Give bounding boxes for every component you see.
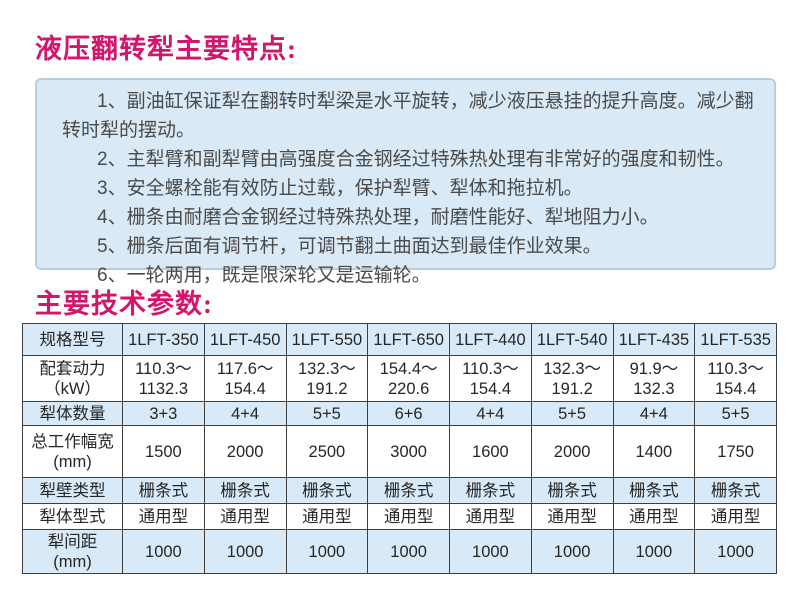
spec-value-cell: 1500 (122, 425, 205, 478)
spec-value-cell: 117.6～ 154.4 (203, 355, 287, 402)
table-row: 配套动力 （kW） 110.3～ 1132.3 117.6～ 154.4 132.3～… (22, 355, 777, 402)
spec-value-cell: 1LFT-350 (122, 323, 205, 356)
spec-value-cell: 通用型 (612, 503, 696, 530)
spec-value-cell: 132.3～ 191.2 (285, 355, 369, 402)
spec-value-cell: 1LFT-535 (694, 323, 777, 356)
spec-value-cell: 1LFT-540 (530, 323, 614, 356)
spec-value-cell: 91.9～ 132.3 (612, 355, 696, 402)
spec-value-cell: 1000 (694, 529, 777, 574)
spec-value-cell: 5+5 (530, 401, 614, 426)
spec-value-cell: 1LFT-435 (612, 323, 696, 356)
features-title: 液压翻转犁主要特点: (35, 34, 297, 64)
spec-value-cell: 通用型 (367, 503, 450, 530)
spec-value-cell: 1750 (694, 425, 777, 478)
spec-label-cell: 犁体数量 (22, 401, 123, 426)
spec-value-cell: 1000 (122, 529, 205, 574)
spec-value-cell: 110.3～ 1132.3 (122, 355, 205, 402)
spec-value-cell: 1400 (612, 425, 696, 478)
params-title: 主要技术参数: (35, 289, 213, 319)
spec-value-cell: 通用型 (203, 503, 287, 530)
table-row: 犁间距 (mm) 1000 1000 1000 1000 1000 1000 1000 1000 (22, 529, 777, 574)
spec-value-cell: 2000 (530, 425, 614, 478)
spec-value-cell: 1000 (367, 529, 450, 574)
spec-value-cell: 5+5 (694, 401, 777, 426)
table-row: 规格型号 1LFT-350 1LFT-450 1LFT-550 1LFT-650 1LFT… (22, 323, 777, 356)
spec-value-cell: 154.4～ 220.6 (367, 355, 450, 402)
spec-value-cell: 4+4 (449, 401, 532, 426)
spec-value-cell: 1000 (285, 529, 369, 574)
spec-value-cell: 栅条式 (449, 477, 532, 504)
spec-value-cell: 栅条式 (122, 477, 205, 504)
spec-label-cell: 规格型号 (22, 323, 123, 356)
spec-value-cell: 通用型 (530, 503, 614, 530)
spec-value-cell: 4+4 (203, 401, 287, 426)
spec-value-cell: 1000 (530, 529, 614, 574)
spec-value-cell: 4+4 (612, 401, 696, 426)
spec-value-cell: 通用型 (449, 503, 532, 530)
feature-item: 1、副油缸保证犁在翻转时犁梁是水平旋转，减少液压悬挂的提升高度。减少翻转时犁的摆… (62, 91, 754, 141)
table-row: 犁体型式 通用型 通用型 通用型 通用型 通用型 通用型 通用型 通用型 (22, 503, 777, 530)
spec-value-cell: 栅条式 (285, 477, 369, 504)
spec-value-cell: 110.3～ 154.4 (449, 355, 532, 402)
spec-value-cell: 通用型 (694, 503, 777, 530)
spec-value-cell: 1000 (449, 529, 532, 574)
spec-label-cell: 犁体型式 (22, 503, 123, 530)
spec-value-cell: 1LFT-440 (449, 323, 532, 356)
spec-value-cell: 栅条式 (203, 477, 287, 504)
spec-value-cell: 2500 (285, 425, 369, 478)
spec-label-cell: 犁壁类型 (22, 477, 123, 504)
feature-item: 4、栅条由耐磨合金钢经过特殊热处理，耐磨性能好、犁地阻力小。 (97, 207, 659, 228)
feature-item: 3、安全螺栓能有效防止过载，保护犁臂、犁体和拖拉机。 (97, 178, 583, 199)
table-row: 犁体数量 3+3 4+4 5+5 6+6 4+4 5+5 4+4 5+5 (22, 401, 777, 426)
spec-value-cell: 栅条式 (530, 477, 614, 504)
spec-value-cell: 栅条式 (612, 477, 696, 504)
spec-value-cell: 2000 (203, 425, 287, 478)
spec-label-cell: 总工作幅宽(mm) (22, 425, 123, 478)
spec-table: 规格型号 1LFT-350 1LFT-450 1LFT-550 1LFT-650 1LFT… (22, 323, 777, 574)
spec-value-cell: 132.3～ 191.2 (530, 355, 614, 402)
spec-value-cell: 6+6 (367, 401, 450, 426)
spec-value-cell: 1LFT-550 (285, 323, 369, 356)
spec-value-cell: 栅条式 (367, 477, 450, 504)
spec-value-cell: 1LFT-650 (367, 323, 450, 356)
features-box: 1、副油缸保证犁在翻转时犁梁是水平旋转，减少液压悬挂的提升高度。减少翻转时犁的摆… (35, 78, 776, 286)
spec-value-cell: 3+3 (122, 401, 205, 426)
spec-value-cell: 5+5 (285, 401, 369, 426)
feature-item: 5、栅条后面有调节杆，可调节翻土曲面达到最佳作业效果。 (97, 236, 602, 257)
spec-value-cell: 3000 (367, 425, 450, 478)
spec-label-cell: 配套动力 （kW） (22, 355, 123, 402)
spec-value-cell: 1000 (203, 529, 287, 574)
table-row: 犁壁类型 栅条式 栅条式 栅条式 栅条式 栅条式 栅条式 栅条式 栅条式 (22, 477, 777, 504)
spec-value-cell: 1LFT-450 (203, 323, 287, 356)
spec-label-cell: 犁间距 (mm) (22, 529, 123, 574)
spec-value-cell: 1600 (449, 425, 532, 478)
spec-value-cell: 栅条式 (694, 477, 777, 504)
feature-item: 2、主犁臂和副犁臂由高强度合金钢经过特殊热处理有非常好的强度和韧性。 (97, 149, 735, 170)
spec-value-cell: 110.3～ 154.4 (694, 355, 777, 402)
spec-value-cell: 1000 (612, 529, 696, 574)
feature-item: 6、一轮两用，既是限深轮又是运输轮。 (97, 265, 431, 286)
table-row: 总工作幅宽(mm) 1500 2000 2500 3000 1600 2000 1400 175… (22, 425, 777, 478)
spec-value-cell: 通用型 (122, 503, 205, 530)
spec-value-cell: 通用型 (285, 503, 369, 530)
